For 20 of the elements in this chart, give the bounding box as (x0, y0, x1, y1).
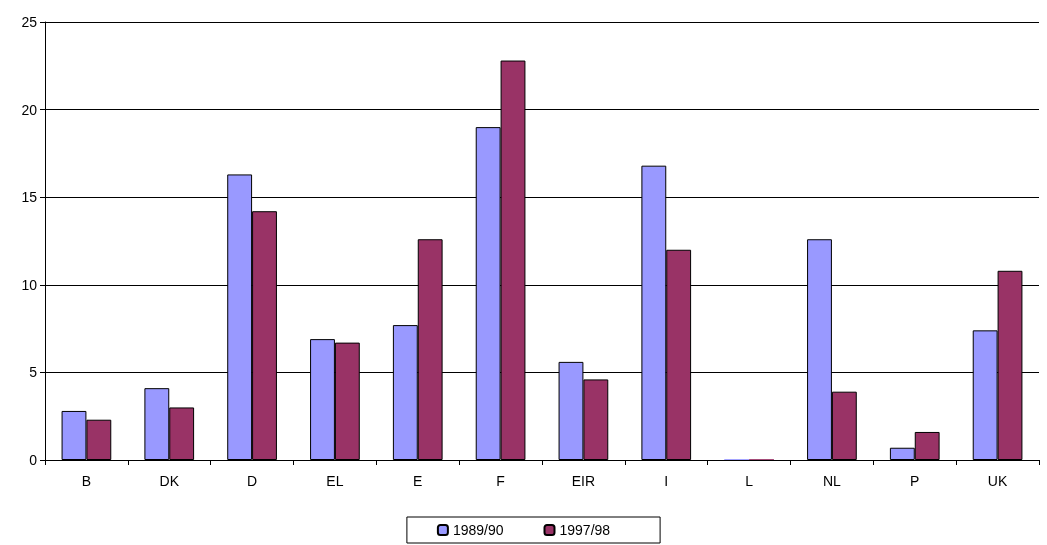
x-tick-label: B (81, 473, 92, 489)
y-tick-label: 25 (21, 14, 38, 30)
x-tick-label: E (413, 473, 423, 489)
legend-label: 1997/98 (559, 522, 611, 538)
x-tick-label: F (496, 473, 505, 489)
x-tick-label: EL (326, 473, 344, 489)
x-tick-label: UK (987, 473, 1008, 489)
x-tick-label: I (664, 473, 669, 489)
x-tick-label: L (745, 473, 754, 489)
x-tick-label: NL (822, 473, 842, 489)
x-tick-label: EIR (571, 473, 596, 489)
legend-label: 1989/90 (452, 522, 504, 538)
x-tick-label: P (910, 473, 920, 489)
y-tick-label: 0 (29, 452, 38, 468)
x-tick-label: DK (159, 473, 180, 489)
y-tick-label: 15 (21, 189, 38, 206)
y-tick-label: 10 (21, 276, 38, 293)
y-tick-label: 5 (29, 364, 38, 381)
x-tick-label: D (247, 473, 258, 489)
y-tick-label: 20 (21, 101, 38, 118)
